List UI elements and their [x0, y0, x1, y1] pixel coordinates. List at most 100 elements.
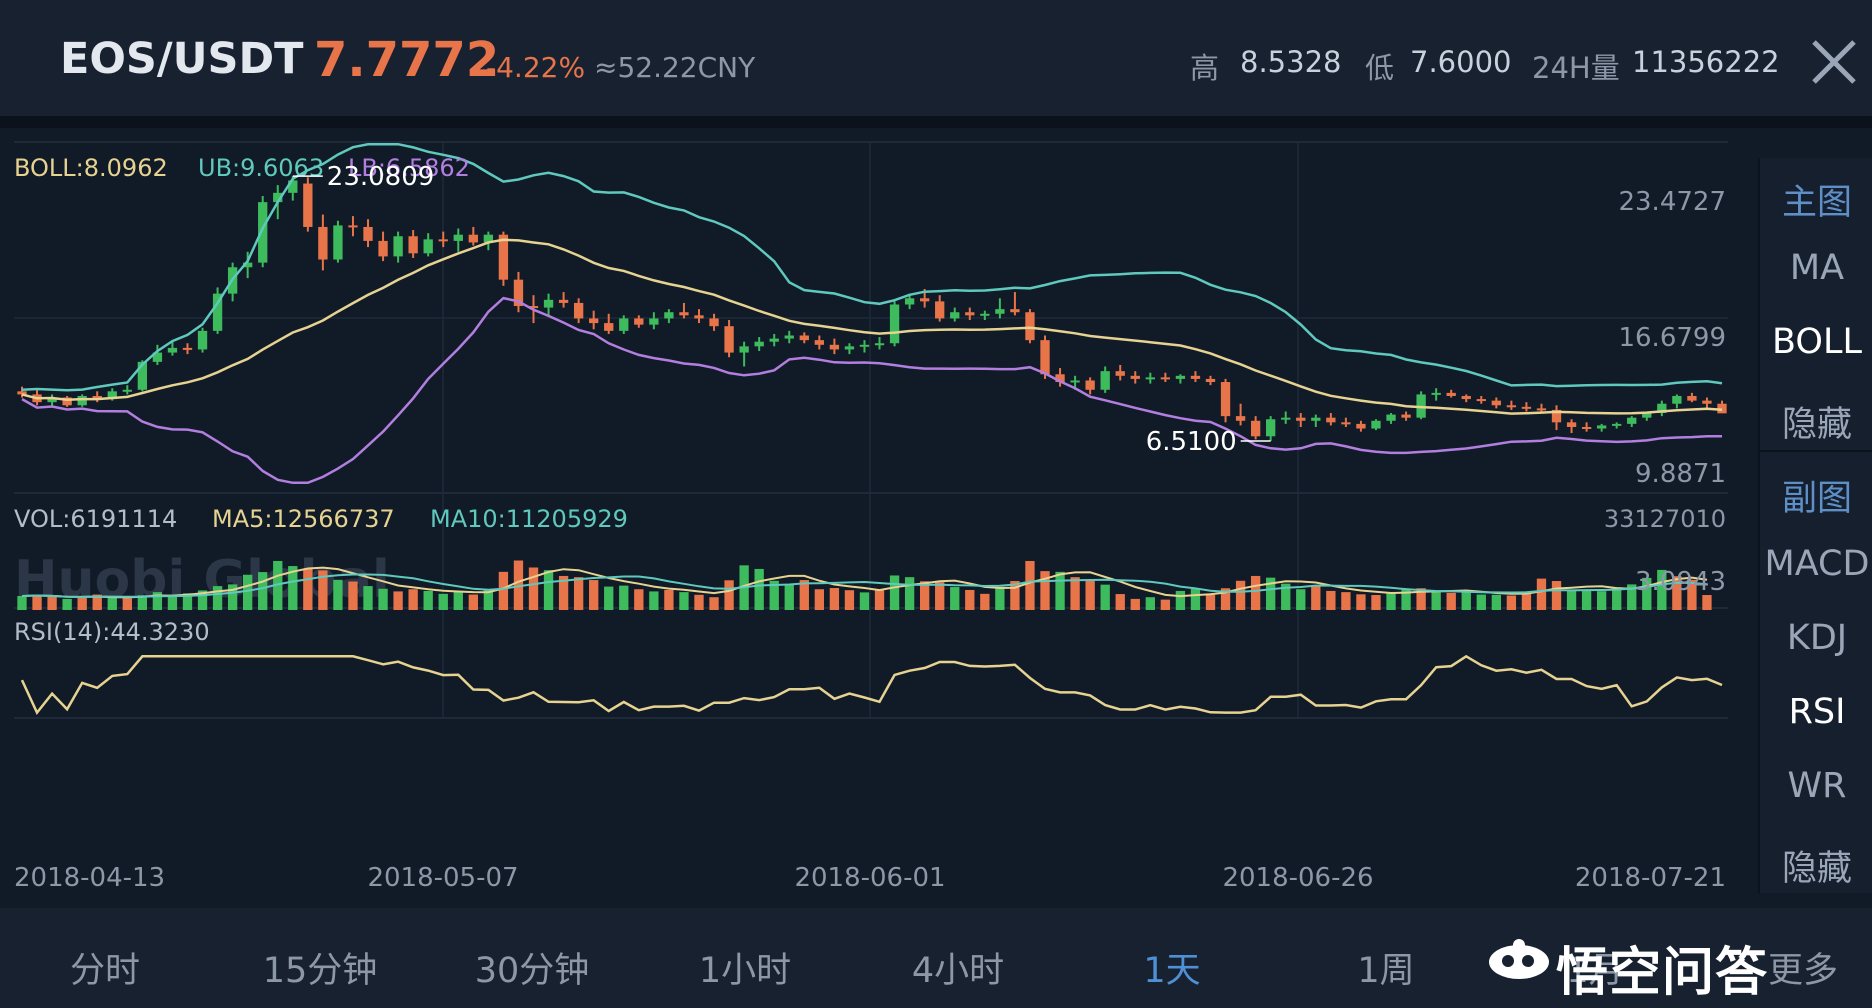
volume-ma10-line	[21, 573, 1708, 598]
min-price-annotation: 6.5100	[1146, 427, 1271, 457]
volume-bar	[288, 566, 298, 610]
volume-bar	[573, 577, 584, 610]
candle-body	[1296, 417, 1306, 421]
candle-body	[619, 318, 629, 331]
sub-indicator-hide[interactable]: 隐藏	[1781, 849, 1852, 889]
timeframe-tab-more[interactable]: 更多	[1767, 951, 1838, 991]
sub-indicator-rsi[interactable]: RSI	[1788, 692, 1846, 732]
candle-body	[1506, 405, 1517, 408]
candle-body	[1446, 392, 1456, 396]
kline-chart[interactable]: Huobi Global BOLL:8.0962 UB:9.6063 LB:6.…	[0, 128, 1758, 908]
timeframe-tab[interactable]: 1周	[1357, 951, 1415, 991]
ticker-header: EOS/USDT 7.7772 -4.22% ≈52.22CNY 高 8.532…	[0, 0, 1872, 128]
ub-label: UB:9.6063	[198, 154, 324, 182]
boll-mid-line	[21, 238, 1723, 415]
volume-bar	[1446, 592, 1456, 610]
main-indicator-boll[interactable]: BOLL	[1772, 322, 1862, 362]
candle-body	[212, 293, 223, 331]
max-price-annotation: 23.0809	[292, 162, 434, 192]
candle-body	[634, 318, 644, 325]
timeframe-tab[interactable]: 15分钟	[262, 951, 378, 991]
volume-bar	[1642, 577, 1652, 610]
volume-bar	[694, 594, 704, 610]
volume-bar	[1085, 580, 1095, 610]
close-icon[interactable]	[1808, 36, 1860, 88]
candle-body	[1115, 371, 1125, 376]
candle-body	[1521, 406, 1532, 409]
timeframe-tab[interactable]: 分时	[69, 951, 140, 991]
candle-body	[182, 347, 193, 350]
volume-bar	[227, 584, 238, 610]
volume-bar	[814, 589, 825, 610]
volume-bar	[318, 570, 328, 610]
main-indicator-hide[interactable]: 隐藏	[1781, 405, 1852, 445]
volume-bar	[1190, 588, 1201, 610]
volume-bar	[438, 593, 448, 610]
volume-24h-label: 24H量	[1532, 51, 1620, 85]
volume-bar	[995, 586, 1005, 610]
candle-body	[1235, 416, 1246, 421]
volume-bar	[1627, 584, 1637, 610]
candle-body	[318, 226, 328, 260]
candle-body	[1025, 312, 1035, 341]
candle-body	[709, 318, 719, 327]
volume-bar	[1040, 571, 1050, 610]
volume-bar	[1341, 592, 1351, 610]
volume-bar	[1581, 589, 1592, 610]
volume-bar	[1596, 591, 1607, 610]
candle-body	[1627, 417, 1637, 424]
main-chart-title: 主图	[1781, 183, 1852, 223]
candle-body	[438, 239, 448, 242]
candle-body	[47, 397, 57, 403]
volume-bar	[754, 568, 764, 610]
volume-bar	[889, 575, 900, 610]
price-change: -4.22%	[486, 51, 586, 84]
candle-body	[604, 323, 614, 331]
price-axis-label: 9.8871	[1635, 459, 1726, 489]
price-axis-label: 23.4727	[1618, 187, 1726, 217]
volume-bar	[1687, 579, 1697, 610]
boll-upper-line	[21, 142, 1723, 392]
volume-bar	[1506, 595, 1517, 610]
candle-body	[1250, 420, 1261, 437]
candle-body	[754, 341, 764, 347]
volume-bar	[1702, 595, 1712, 610]
candle-body	[1612, 423, 1622, 426]
low-label: 低	[1365, 51, 1395, 85]
candle-body	[167, 347, 178, 353]
timeframe-tab-active[interactable]: 1天	[1143, 951, 1201, 991]
candle-body	[1220, 382, 1231, 417]
candle-body	[558, 299, 569, 303]
timeframe-tab[interactable]: 30分钟	[474, 951, 590, 991]
sub-indicator-macd[interactable]: MACD	[1764, 544, 1870, 584]
timeframe-tab[interactable]: 1小时	[698, 951, 792, 991]
volume-bar	[724, 580, 734, 610]
volume-bar	[1220, 588, 1231, 610]
timeframe-tab[interactable]: 4小时	[911, 951, 1005, 991]
candle-body	[1687, 395, 1697, 401]
main-indicator-ma[interactable]: MA	[1789, 248, 1845, 288]
sub-indicator-kdj[interactable]: KDJ	[1786, 618, 1848, 658]
volume-bar	[589, 580, 599, 610]
candle-body	[724, 326, 734, 353]
candle-body	[1672, 395, 1682, 404]
volume-bar	[32, 595, 42, 610]
cny-price: ≈52.22CNY	[594, 51, 756, 84]
candle-body	[1175, 375, 1186, 379]
volume-bar	[333, 579, 343, 610]
candle-body	[814, 340, 825, 345]
volume-bar	[197, 590, 208, 610]
candle-body	[829, 344, 840, 350]
candle-body	[1476, 399, 1486, 402]
volume-bar	[1010, 581, 1020, 610]
candle-body	[273, 192, 283, 203]
timeframe-tab[interactable]: 1月	[1566, 951, 1624, 991]
volume-bar	[47, 596, 57, 610]
volume-bar	[1100, 584, 1110, 610]
rsi-label: RSI(14):44.3230	[14, 618, 210, 646]
volume-bar	[167, 595, 178, 610]
candle-body	[694, 315, 704, 319]
sub-indicator-wr[interactable]: WR	[1787, 766, 1847, 806]
volume-bar	[468, 594, 478, 610]
candle-body	[889, 304, 900, 344]
